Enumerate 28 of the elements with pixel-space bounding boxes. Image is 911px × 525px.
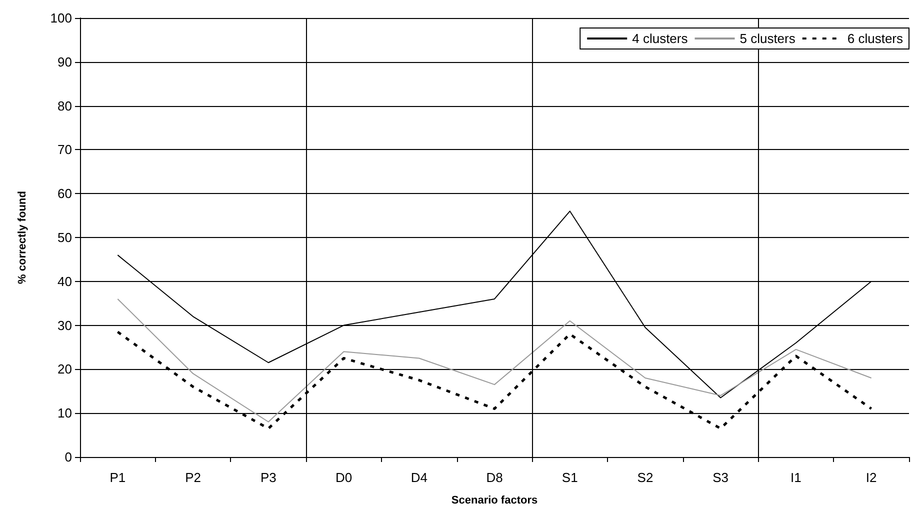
x-tick-label: P1 [110,470,126,485]
x-tick-label: I2 [866,470,877,485]
y-tick-label: 30 [58,318,72,333]
x-axis-title: Scenario factors [451,494,538,506]
x-tick-label: P3 [260,470,276,485]
y-tick-label: 40 [58,274,72,289]
y-tick-label: 70 [58,142,72,158]
line-series [117,298,872,422]
y-tick-label: 90 [58,54,72,70]
y-tick-label: 50 [58,230,72,245]
y-axis-title: % correctly found [16,191,28,284]
x-tick-label: P2 [185,470,201,485]
y-tick-label: 0 [64,450,72,464]
y-tick-label: 80 [58,98,72,114]
legend-label: 5 clusters [740,31,796,46]
x-tick-label: S1 [562,470,578,485]
x-tick-label: I1 [790,470,802,485]
x-tick-label: S3 [712,470,729,485]
x-tick-label: D4 [410,470,428,485]
x-tick-label: S2 [637,470,654,485]
y-tick-label: 60 [58,186,72,202]
x-tick-label: D8 [486,470,503,485]
y-tick-label: 100 [50,10,72,26]
legend-label: 6 clusters [847,31,904,46]
y-tick-label: 10 [58,406,72,421]
x-tick-label: D0 [335,470,352,485]
legend-label: 4 clusters [632,31,688,46]
y-tick-label: 20 [58,362,72,377]
